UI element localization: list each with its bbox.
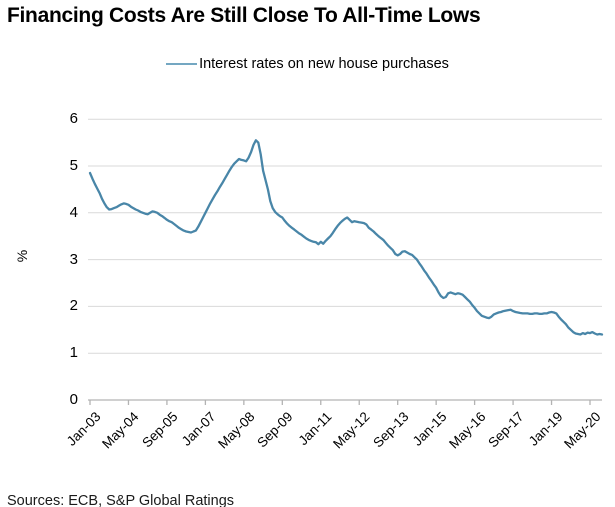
y-tick-label: 3 (69, 250, 78, 268)
legend-line-icon (166, 63, 198, 65)
chart-title: Financing Costs Are Still Close To All-T… (7, 4, 481, 27)
data-line-interest-rates (88, 139, 604, 336)
legend: Interest rates on new house purchases (0, 56, 615, 72)
legend-label: Interest rates on new house purchases (199, 56, 449, 72)
y-tick-label: 5 (69, 157, 78, 174)
y-tick-label: 0 (69, 391, 78, 408)
sources-note: Sources: ECB, S&P Global Ratings (7, 493, 235, 507)
y-tick-label: 6 (69, 110, 78, 128)
y-tick-label: 4 (69, 203, 78, 221)
y-axis-title: % (14, 249, 31, 263)
y-tick-label: 1 (69, 344, 78, 362)
y-tick-label: 2 (69, 297, 78, 315)
